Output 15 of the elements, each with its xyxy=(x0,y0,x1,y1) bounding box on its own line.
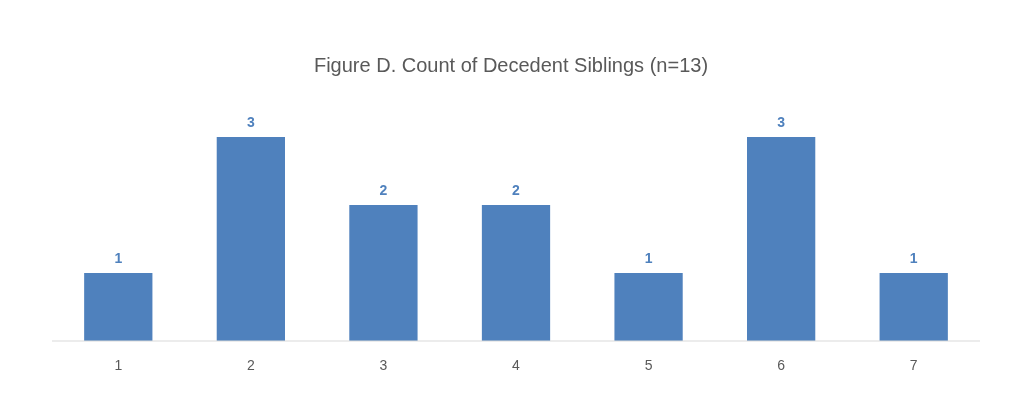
data-label: 1 xyxy=(909,250,918,266)
data-label: 1 xyxy=(644,250,653,266)
x-tick-label: 3 xyxy=(379,357,388,373)
x-tick-label: 2 xyxy=(246,357,255,373)
x-tick-label: 1 xyxy=(114,357,123,373)
data-label: 2 xyxy=(512,182,521,198)
data-label: 2 xyxy=(379,182,388,198)
x-tick-label: 5 xyxy=(644,357,653,373)
data-label: 3 xyxy=(246,114,255,130)
x-tick-label: 4 xyxy=(512,357,521,373)
chart-title: Figure D. Count of Decedent Siblings (n=13) xyxy=(313,54,709,76)
data-label: 3 xyxy=(777,114,786,130)
x-tick-label: 7 xyxy=(909,357,918,373)
data-label: 1 xyxy=(114,250,123,266)
x-tick-label: 6 xyxy=(777,357,786,373)
